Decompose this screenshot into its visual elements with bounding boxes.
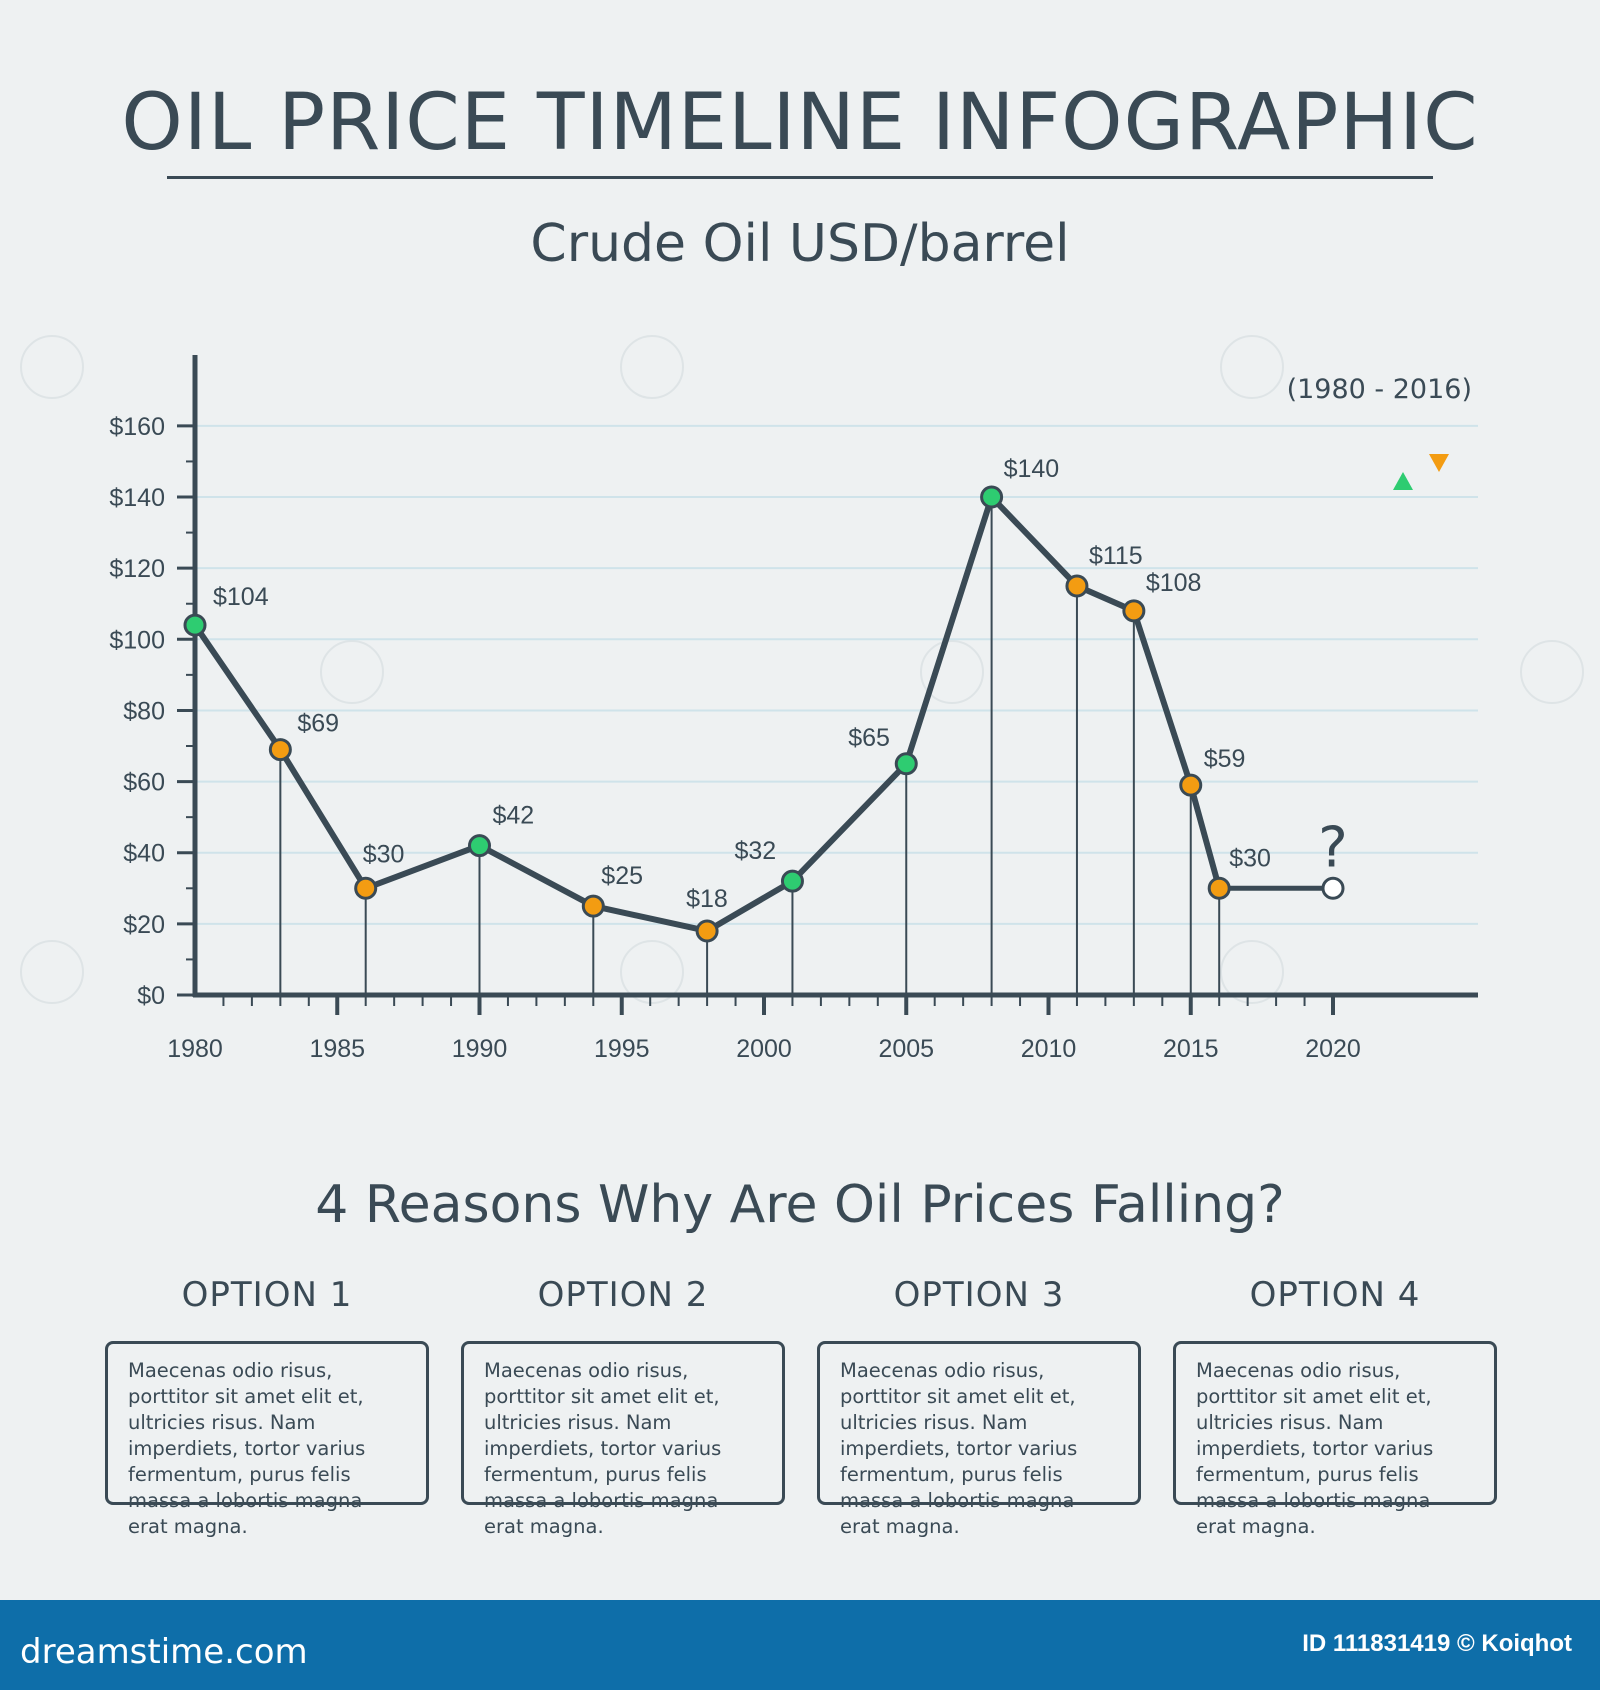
x-tick-label: 2015	[1163, 1035, 1219, 1063]
data-label: $25	[601, 862, 643, 890]
option-card-3: OPTION 3 Maecenas odio risus, porttitor …	[817, 1275, 1141, 1538]
option-text: Maecenas odio risus, porttitor sit amet …	[105, 1341, 429, 1538]
y-tick-label: $120	[109, 555, 165, 583]
price-line	[192, 494, 1223, 934]
watermark-icon	[620, 335, 684, 399]
triangle-up-icon	[1393, 472, 1413, 490]
y-tick-label: $100	[109, 626, 165, 654]
data-label: $18	[686, 885, 728, 913]
watermark-icon	[20, 940, 84, 1004]
data-point	[183, 613, 207, 637]
x-tick-label: 2000	[736, 1035, 792, 1063]
y-tick-label: $20	[123, 911, 165, 939]
y-tick-label: $0	[137, 982, 165, 1010]
stem-layer	[279, 497, 1221, 995]
y-tick-label: $60	[123, 769, 165, 797]
oil-price-chart: $0 $20 $40 $60 $80 $100 $120 $140 $160 1980 1985 19…	[109, 355, 1478, 1063]
data-label: $30	[363, 840, 405, 868]
x-tick-label: 1980	[167, 1035, 223, 1063]
data-point	[780, 869, 804, 893]
x-tick-label: 2005	[878, 1035, 934, 1063]
footer-logo[interactable]: dreamstime.com	[20, 1632, 308, 1672]
label-layer: $104 $69 $30 $42 $25 $18$32 $65 $140 $115$108 $59…	[213, 455, 1348, 913]
data-point	[1207, 876, 1231, 900]
data-label: $69	[297, 710, 339, 738]
option-label: OPTION 4	[1249, 1275, 1421, 1315]
y-tick-label: $40	[123, 840, 165, 868]
data-point	[695, 919, 719, 943]
watermark-icon	[1220, 335, 1284, 399]
data-point	[468, 834, 491, 858]
option-card-2: OPTION 2 Maecenas odio risus, porttitor …	[461, 1275, 785, 1538]
projection-label: ?	[1318, 815, 1348, 880]
data-label: $32	[734, 837, 776, 865]
grid-layer	[195, 424, 1478, 925]
watermark-icon	[620, 940, 684, 1004]
data-label: $65	[848, 724, 890, 752]
option-card-1: OPTION 1 Maecenas odio risus, porttitor …	[105, 1275, 429, 1538]
footer-image-id: ID 111831419 © Koiqhot	[1302, 1630, 1572, 1657]
x-tick-label: 1995	[594, 1035, 650, 1063]
x-tick-label: 1990	[452, 1035, 508, 1063]
x-tick-label: 2020	[1305, 1035, 1361, 1063]
data-point	[581, 894, 605, 918]
data-point	[980, 485, 1004, 509]
data-label: $42	[493, 802, 535, 830]
date-range-label: (1980 - 2016)	[1287, 374, 1472, 405]
data-point	[1122, 599, 1146, 623]
option-label: OPTION 2	[537, 1275, 709, 1315]
data-point	[1065, 574, 1089, 598]
watermark-icon	[920, 640, 984, 704]
projection-point	[1321, 876, 1345, 900]
chart-subtitle: Crude Oil USD/barrel	[530, 214, 1070, 274]
option-label: OPTION 1	[181, 1275, 353, 1315]
data-point	[268, 738, 292, 762]
option-text: Maecenas odio risus, porttitor sit amet …	[817, 1341, 1141, 1538]
data-label: $108	[1146, 569, 1202, 597]
page-title: OIL PRICE TIMELINE INFOGRAPHIC	[121, 78, 1479, 168]
data-label: $59	[1204, 745, 1246, 773]
option-text: Maecenas odio risus, porttitor sit amet …	[461, 1341, 785, 1538]
point-layer	[183, 485, 1345, 943]
y-tick-label: $80	[123, 697, 165, 725]
data-point	[1179, 773, 1203, 797]
option-text: Maecenas odio risus, porttitor sit amet …	[1173, 1341, 1497, 1538]
watermark-icon	[1220, 940, 1284, 1004]
data-label: $140	[1004, 455, 1060, 483]
watermark-icon	[1520, 640, 1584, 704]
data-label: $115	[1089, 542, 1143, 570]
option-card-4: OPTION 4 Maecenas odio risus, porttitor …	[1173, 1275, 1497, 1538]
data-point	[894, 752, 918, 776]
watermark-icon	[320, 640, 384, 704]
option-label: OPTION 3	[893, 1275, 1065, 1315]
data-point	[354, 876, 378, 900]
title-divider	[167, 176, 1433, 179]
y-tick-label: $160	[109, 413, 165, 441]
watermark-icon	[20, 335, 84, 399]
footer-bar: dreamstime.com ID 111831419 © Koiqhot	[0, 1600, 1600, 1690]
data-label: $104	[213, 583, 269, 611]
x-tick-label: 2010	[1021, 1035, 1077, 1063]
reasons-title: 4 Reasons Why Are Oil Prices Falling?	[315, 1175, 1285, 1235]
data-label: $30	[1229, 844, 1271, 872]
x-tick-label: 1985	[309, 1035, 365, 1063]
triangle-down-icon	[1429, 454, 1449, 472]
axis-layer: $0 $20 $40 $60 $80 $100 $120 $140 $160 1980 1985 19…	[109, 355, 1478, 1063]
y-tick-label: $140	[109, 484, 165, 512]
